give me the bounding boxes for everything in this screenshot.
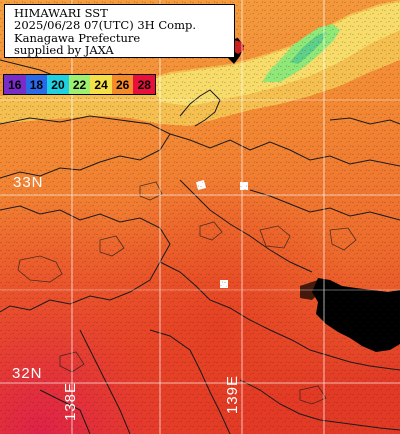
- temperature-legend: 16 18 20 22 24 26 28: [3, 74, 156, 95]
- isotherm-contours: [0, 59, 400, 434]
- legend-entry: 20: [47, 75, 69, 94]
- map-info-box: HIMAWARI SST 2025/06/28 07(UTC) 3H Comp.…: [4, 4, 235, 58]
- legend-entry: 16: [4, 75, 26, 94]
- legend-entry: 18: [25, 75, 48, 94]
- product-title: HIMAWARI SST: [14, 6, 108, 20]
- observation-time: 2025/06/28 07(UTC) 3H Comp.: [14, 18, 197, 33]
- legend-entry: 28: [133, 75, 156, 94]
- legend-entry: 24: [90, 75, 112, 94]
- isotherm-contours-minor: [17, 181, 357, 405]
- lat-label-33n: 33N: [13, 174, 44, 191]
- lon-label-139e: 139E: [224, 374, 241, 414]
- lon-label-138e: 138E: [62, 381, 79, 421]
- legend-entry: 22: [68, 75, 91, 94]
- lat-label-32n: 32N: [12, 365, 43, 382]
- data-credit: supplied by JAXA: [14, 43, 114, 58]
- legend-entry: 26: [111, 75, 134, 94]
- region-name: Kanagawa Prefecture: [14, 30, 141, 45]
